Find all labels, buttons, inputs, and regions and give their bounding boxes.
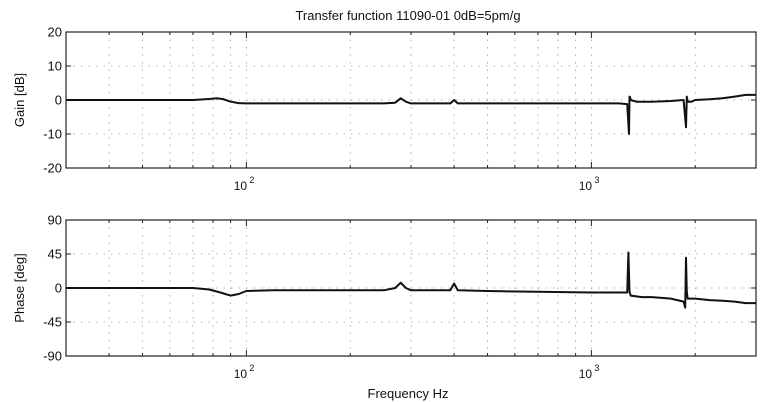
gain-y-tick-label: 10 (48, 59, 62, 74)
gain-series-line (66, 93, 756, 135)
gain-x-tick-label: 10 (234, 179, 248, 193)
phase-y-axis-label: Phase [deg] (12, 253, 27, 322)
phase-x-tick-exponent: 3 (594, 363, 599, 373)
phase-y-tick-label: 0 (55, 281, 62, 296)
phase-x-axis-label: Frequency Hz (368, 386, 449, 401)
phase-y-tick-label: 45 (48, 247, 62, 262)
phase-x-tick-label: 10 (234, 367, 248, 381)
gain-y-tick-label: 0 (55, 93, 62, 108)
phase-y-tick-label: 90 (48, 213, 62, 228)
phase-y-tick-label: -90 (43, 349, 62, 364)
gain-y-tick-label: 20 (48, 25, 62, 40)
gain-y-axis-label: Gain [dB] (12, 73, 27, 127)
gain-y-tick-label: -20 (43, 161, 62, 176)
phase-x-tick-label: 10 (579, 367, 593, 381)
phase-x-tick-exponent: 2 (249, 363, 254, 373)
phase-series-line (66, 251, 756, 309)
phase-y-tick-label: -45 (43, 315, 62, 330)
gain-x-tick-exponent: 3 (594, 175, 599, 185)
gain-x-tick-label: 10 (579, 179, 593, 193)
chart-title: Transfer function 11090-01 0dB=5pm/g (295, 8, 520, 23)
gain-y-tick-label: -10 (43, 127, 62, 142)
gain-x-tick-exponent: 2 (249, 175, 254, 185)
